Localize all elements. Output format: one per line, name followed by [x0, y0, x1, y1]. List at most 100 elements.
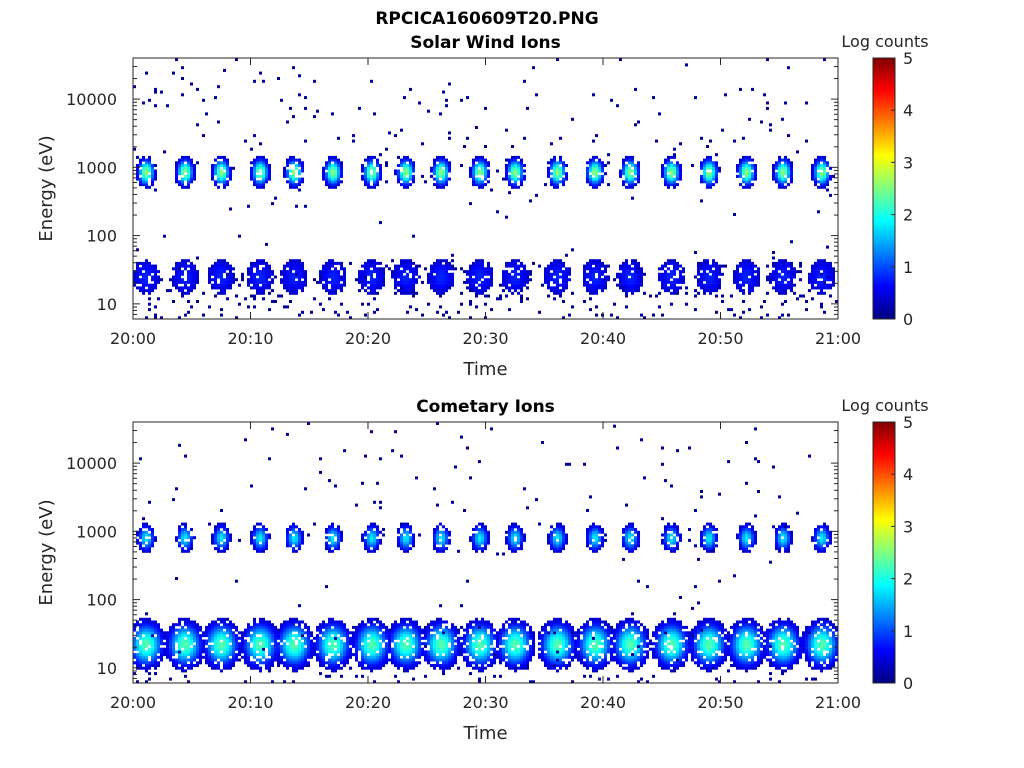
heatmap-cell: [556, 286, 559, 290]
heatmap-cell: [187, 636, 190, 640]
heatmap-cell: [676, 172, 679, 176]
colorbar-band: [873, 214, 895, 216]
heatmap-cell: [262, 280, 265, 284]
heatmap-cell: [214, 267, 217, 271]
heatmap-cell: [313, 278, 316, 282]
heatmap-cell: [241, 272, 244, 276]
heatmap-cell: [325, 634, 328, 638]
heatmap-cell: [148, 653, 151, 657]
heatmap-cell: [745, 166, 748, 170]
heatmap-cell: [406, 289, 409, 293]
heatmap-cell: [220, 525, 223, 529]
heatmap-cell: [253, 655, 256, 659]
heatmap-cell: [334, 669, 337, 673]
heatmap-cell: [682, 278, 685, 282]
heatmap-cell: [145, 525, 148, 529]
heatmap-cell: [292, 264, 295, 268]
heatmap-cell: [334, 291, 337, 295]
heatmap-cell: [658, 305, 661, 309]
heatmap-cell: [619, 275, 622, 279]
heatmap-cell: [319, 636, 322, 640]
heatmap-cell: [406, 261, 409, 265]
heatmap-cell: [244, 658, 247, 662]
heatmap-cell: [490, 267, 493, 271]
heatmap-cell: [139, 536, 142, 540]
heatmap-cell: [820, 166, 823, 170]
heatmap-cell: [367, 625, 370, 629]
heatmap-cell: [175, 487, 178, 491]
heatmap-cell: [199, 634, 202, 638]
heatmap-cell: [295, 636, 298, 640]
heatmap-cell: [319, 623, 322, 627]
heatmap-cell: [172, 628, 175, 632]
heatmap-cell: [310, 634, 313, 638]
heatmap-cell: [496, 169, 499, 173]
heatmap-cell: [187, 530, 190, 534]
heatmap-cell: [334, 544, 337, 548]
heatmap-cell: [370, 658, 373, 662]
heatmap-cell: [187, 275, 190, 279]
heatmap-cell: [628, 267, 631, 271]
heatmap-cell: [256, 664, 259, 667]
heatmap-cell: [262, 174, 265, 178]
heatmap-cell: [451, 264, 454, 268]
heatmap-cell: [469, 316, 472, 320]
heatmap-cell: [748, 155, 751, 159]
heatmap-cell: [265, 666, 268, 670]
heatmap-cell: [376, 280, 379, 284]
heatmap-cell: [148, 634, 151, 638]
heatmap-cell: [301, 161, 304, 165]
heatmap-cell: [139, 261, 142, 265]
heatmap-cell: [265, 547, 268, 551]
heatmap-cell: [337, 278, 340, 282]
heatmap-cell: [328, 180, 331, 184]
heatmap-cell: [703, 267, 706, 271]
heatmap-cell: [187, 642, 190, 646]
heatmap-cell: [556, 272, 559, 276]
heatmap-cell: [370, 625, 373, 629]
heatmap-cell: [373, 544, 376, 548]
heatmap-cell: [304, 631, 307, 635]
heatmap-cell: [325, 536, 328, 540]
heatmap-cell: [214, 650, 217, 654]
heatmap-cell: [217, 536, 220, 540]
heatmap-cell: [268, 650, 271, 654]
heatmap-cell: [211, 177, 214, 181]
heatmap-cell: [775, 267, 778, 271]
heatmap-cell: [232, 639, 235, 643]
heatmap-cell: [289, 647, 292, 651]
heatmap-cell: [181, 639, 184, 643]
heatmap-cell: [370, 166, 373, 170]
heatmap-cell: [151, 544, 154, 548]
heatmap-cell: [139, 278, 142, 282]
heatmap-cell: [520, 264, 523, 268]
heatmap-cell: [247, 634, 250, 638]
heatmap-cell: [181, 259, 184, 263]
heatmap-cell: [178, 286, 181, 290]
heatmap-cell: [394, 291, 397, 295]
heatmap-cell: [775, 264, 778, 268]
heatmap-cell: [511, 283, 514, 287]
heatmap-cell: [694, 251, 697, 254]
heatmap-cell: [622, 283, 625, 287]
heatmap-cell: [550, 142, 553, 146]
heatmap-cell: [187, 183, 190, 187]
heatmap-cell: [250, 147, 253, 151]
heatmap-cell: [442, 169, 445, 173]
heatmap-cell: [526, 286, 529, 290]
heatmap-cell: [217, 180, 220, 184]
heatmap-cell: [514, 180, 517, 184]
heatmap-cell: [181, 669, 184, 673]
heatmap-cell: [601, 289, 604, 293]
heatmap-cell: [667, 174, 670, 178]
heatmap-cell: [295, 166, 298, 170]
heatmap-cell: [322, 174, 325, 178]
heatmap-cell: [709, 283, 712, 287]
heatmap-cell: [412, 166, 415, 170]
heatmap-cell: [181, 289, 184, 293]
heatmap-cell: [355, 653, 358, 657]
heatmap-cell: [223, 666, 226, 670]
heatmap-cell: [190, 283, 193, 287]
heatmap-cell: [184, 617, 187, 621]
heatmap-cell: [217, 664, 220, 667]
